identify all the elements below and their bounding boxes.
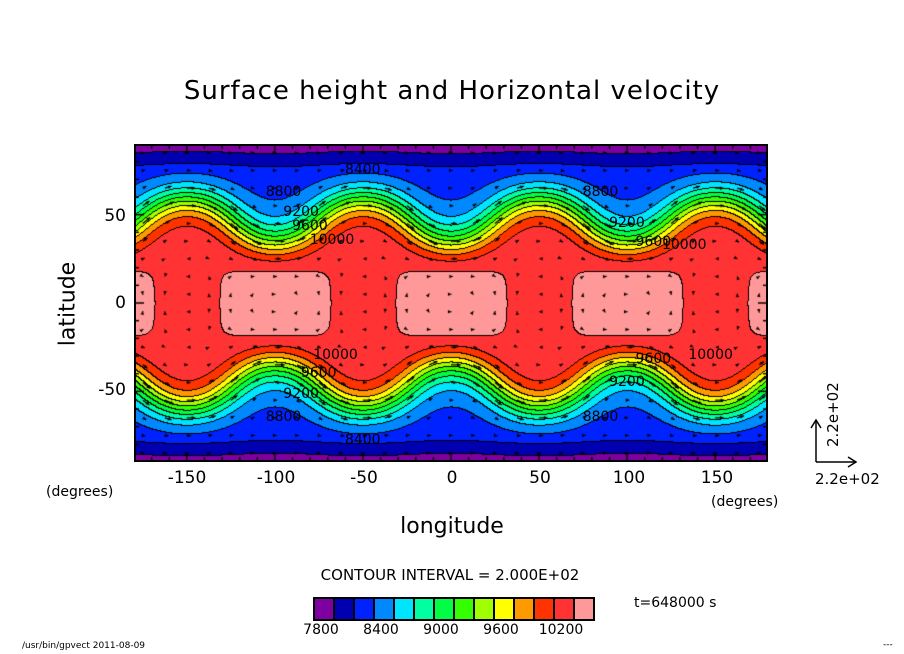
contour-label: 9200 — [609, 214, 645, 231]
contour-label: 8800 — [582, 408, 619, 425]
footer-program-info: /usr/bin/gpvect 2011-08-09 — [22, 641, 146, 651]
colorbar-swatch — [575, 599, 593, 619]
contour-plot-area — [134, 144, 768, 462]
x-axis-unit: (degrees) — [711, 494, 779, 510]
contour-label: 10000 — [313, 347, 358, 363]
contour-label: 9600 — [635, 233, 672, 250]
contour-label: 10000 — [688, 347, 733, 363]
contour-label: 8800 — [582, 184, 619, 201]
colorbar-swatch — [495, 599, 515, 619]
contour-label: 9200 — [609, 373, 645, 390]
colorbar-tick-label: 7800 — [303, 622, 339, 638]
colorbar — [313, 597, 595, 621]
footer-right-mark: --- — [883, 640, 893, 650]
contour-label: 9200 — [283, 203, 319, 220]
unit-vector-x-arrowhead — [847, 456, 858, 468]
x-tick-label: -100 — [256, 468, 296, 488]
y-tick-label: 50 — [104, 206, 126, 226]
colorbar-tick-label: 10200 — [538, 622, 584, 638]
contour-label: 8800 — [265, 184, 302, 201]
colorbar-swatch — [515, 599, 535, 619]
colorbar-tick-label: 9000 — [423, 622, 459, 638]
colorbar-swatch — [355, 599, 375, 619]
unit-vector-y-label: 2.2e+02 — [824, 382, 842, 447]
colorbar-swatch — [475, 599, 495, 619]
y-tick-label: 0 — [115, 293, 126, 313]
y-axis-unit: (degrees) — [46, 484, 114, 500]
contour-label: 9600 — [635, 350, 672, 367]
colorbar-swatch — [455, 599, 475, 619]
y-tick-label: -50 — [98, 380, 126, 400]
contour-interval-text: CONTOUR INTERVAL = 2.000E+02 — [320, 566, 580, 584]
contour-label: 8400 — [344, 161, 381, 178]
contour-label: 8400 — [344, 431, 381, 448]
y-axis-label: latitude — [55, 261, 81, 347]
x-tick-label: -150 — [167, 468, 207, 488]
contour-label: 9200 — [283, 385, 319, 402]
colorbar-swatch — [435, 599, 455, 619]
unit-vector-x-label: 2.2e+02 — [815, 470, 880, 488]
contour-label: 8800 — [265, 408, 302, 425]
colorbar-swatch — [395, 599, 415, 619]
unit-vector-y-arrowhead — [810, 418, 822, 429]
contour-label: 9600 — [292, 218, 328, 235]
colorbar-tick-label: 8400 — [363, 622, 399, 638]
x-tick-label: 50 — [529, 468, 551, 488]
colorbar-swatch — [375, 599, 395, 619]
x-tick-label: 150 — [700, 468, 734, 488]
x-axis-label: longitude — [400, 514, 504, 539]
contour-label: 9600 — [300, 364, 337, 381]
x-tick-label: 0 — [446, 468, 458, 488]
colorbar-swatch — [415, 599, 435, 619]
colorbar-swatch — [555, 599, 575, 619]
colorbar-tick-label: 9600 — [483, 622, 519, 638]
colorbar-swatch — [315, 599, 335, 619]
colorbar-swatch — [335, 599, 355, 619]
unit-vector-legend — [810, 418, 858, 468]
x-tick-label: 100 — [612, 468, 646, 488]
contour-label: 10000 — [309, 232, 355, 249]
x-tick-label: -50 — [350, 468, 378, 488]
colorbar-swatch — [535, 599, 555, 619]
chart-title: Surface height and Horizontal velocity — [183, 76, 721, 106]
contour-label: 10000 — [661, 237, 707, 254]
time-label: t=648000 s — [634, 595, 717, 611]
